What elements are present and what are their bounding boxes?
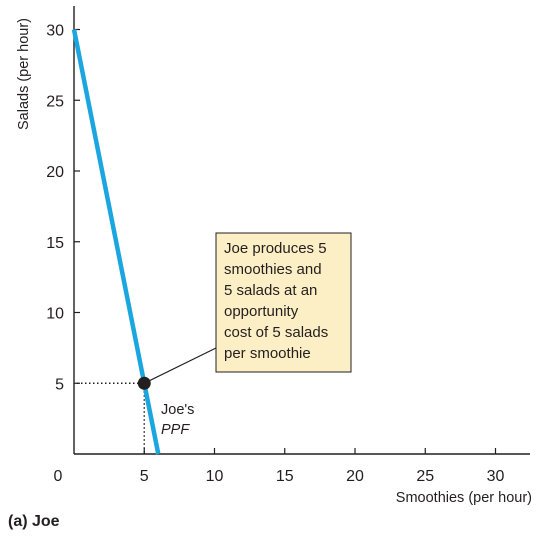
y-tick-label: 30 <box>46 23 64 40</box>
y-axis-ticks: 5 10 15 20 25 30 <box>46 23 80 393</box>
callout-leader-line <box>143 347 217 384</box>
y-tick-label: 15 <box>46 235 64 252</box>
y-axis-title: Salads (per hour) <box>16 18 32 130</box>
panel-label: (a) Joe <box>8 513 60 530</box>
ppf-series <box>71 29 161 455</box>
guide-lines <box>77 382 145 454</box>
production-point-group <box>137 376 151 390</box>
callout-text-line: 5 salads at an <box>224 282 317 299</box>
x-tick-label: 15 <box>276 468 294 485</box>
y-tick-label: 5 <box>55 376 64 393</box>
ppf-label-line2: PPF <box>161 422 190 438</box>
x-tick-label: 20 <box>346 468 364 485</box>
callout-text-line: cost of 5 salads <box>224 324 328 341</box>
y-tick-label: 10 <box>46 306 64 323</box>
axes <box>73 6 530 455</box>
x-axis-title: Smoothies (per hour) <box>396 490 532 506</box>
x-tick-label: 10 <box>206 468 224 485</box>
annotation-callout: Joe produces 5 smoothies and 5 salads at a… <box>143 232 352 384</box>
y-tick-label: 25 <box>46 93 64 110</box>
x-axis-ticks: 0 5 10 15 20 25 30 <box>54 448 505 485</box>
callout-text-line: smoothies and <box>224 261 322 278</box>
y-tick-label: 20 <box>46 164 64 181</box>
callout-box <box>215 232 352 373</box>
x-tick-label: 25 <box>416 468 434 485</box>
x-tick-label: 30 <box>487 468 505 485</box>
ppf-label-line1: Joe's <box>161 402 194 418</box>
x-tick-label: 0 <box>54 468 63 485</box>
callout-text-line: per smoothie <box>224 345 311 362</box>
ppf-line <box>71 29 161 455</box>
production-point <box>137 376 151 390</box>
x-tick-label: 5 <box>140 468 149 485</box>
callout-text-line: opportunity <box>224 303 299 320</box>
callout-text-line: Joe produces 5 <box>224 240 327 257</box>
